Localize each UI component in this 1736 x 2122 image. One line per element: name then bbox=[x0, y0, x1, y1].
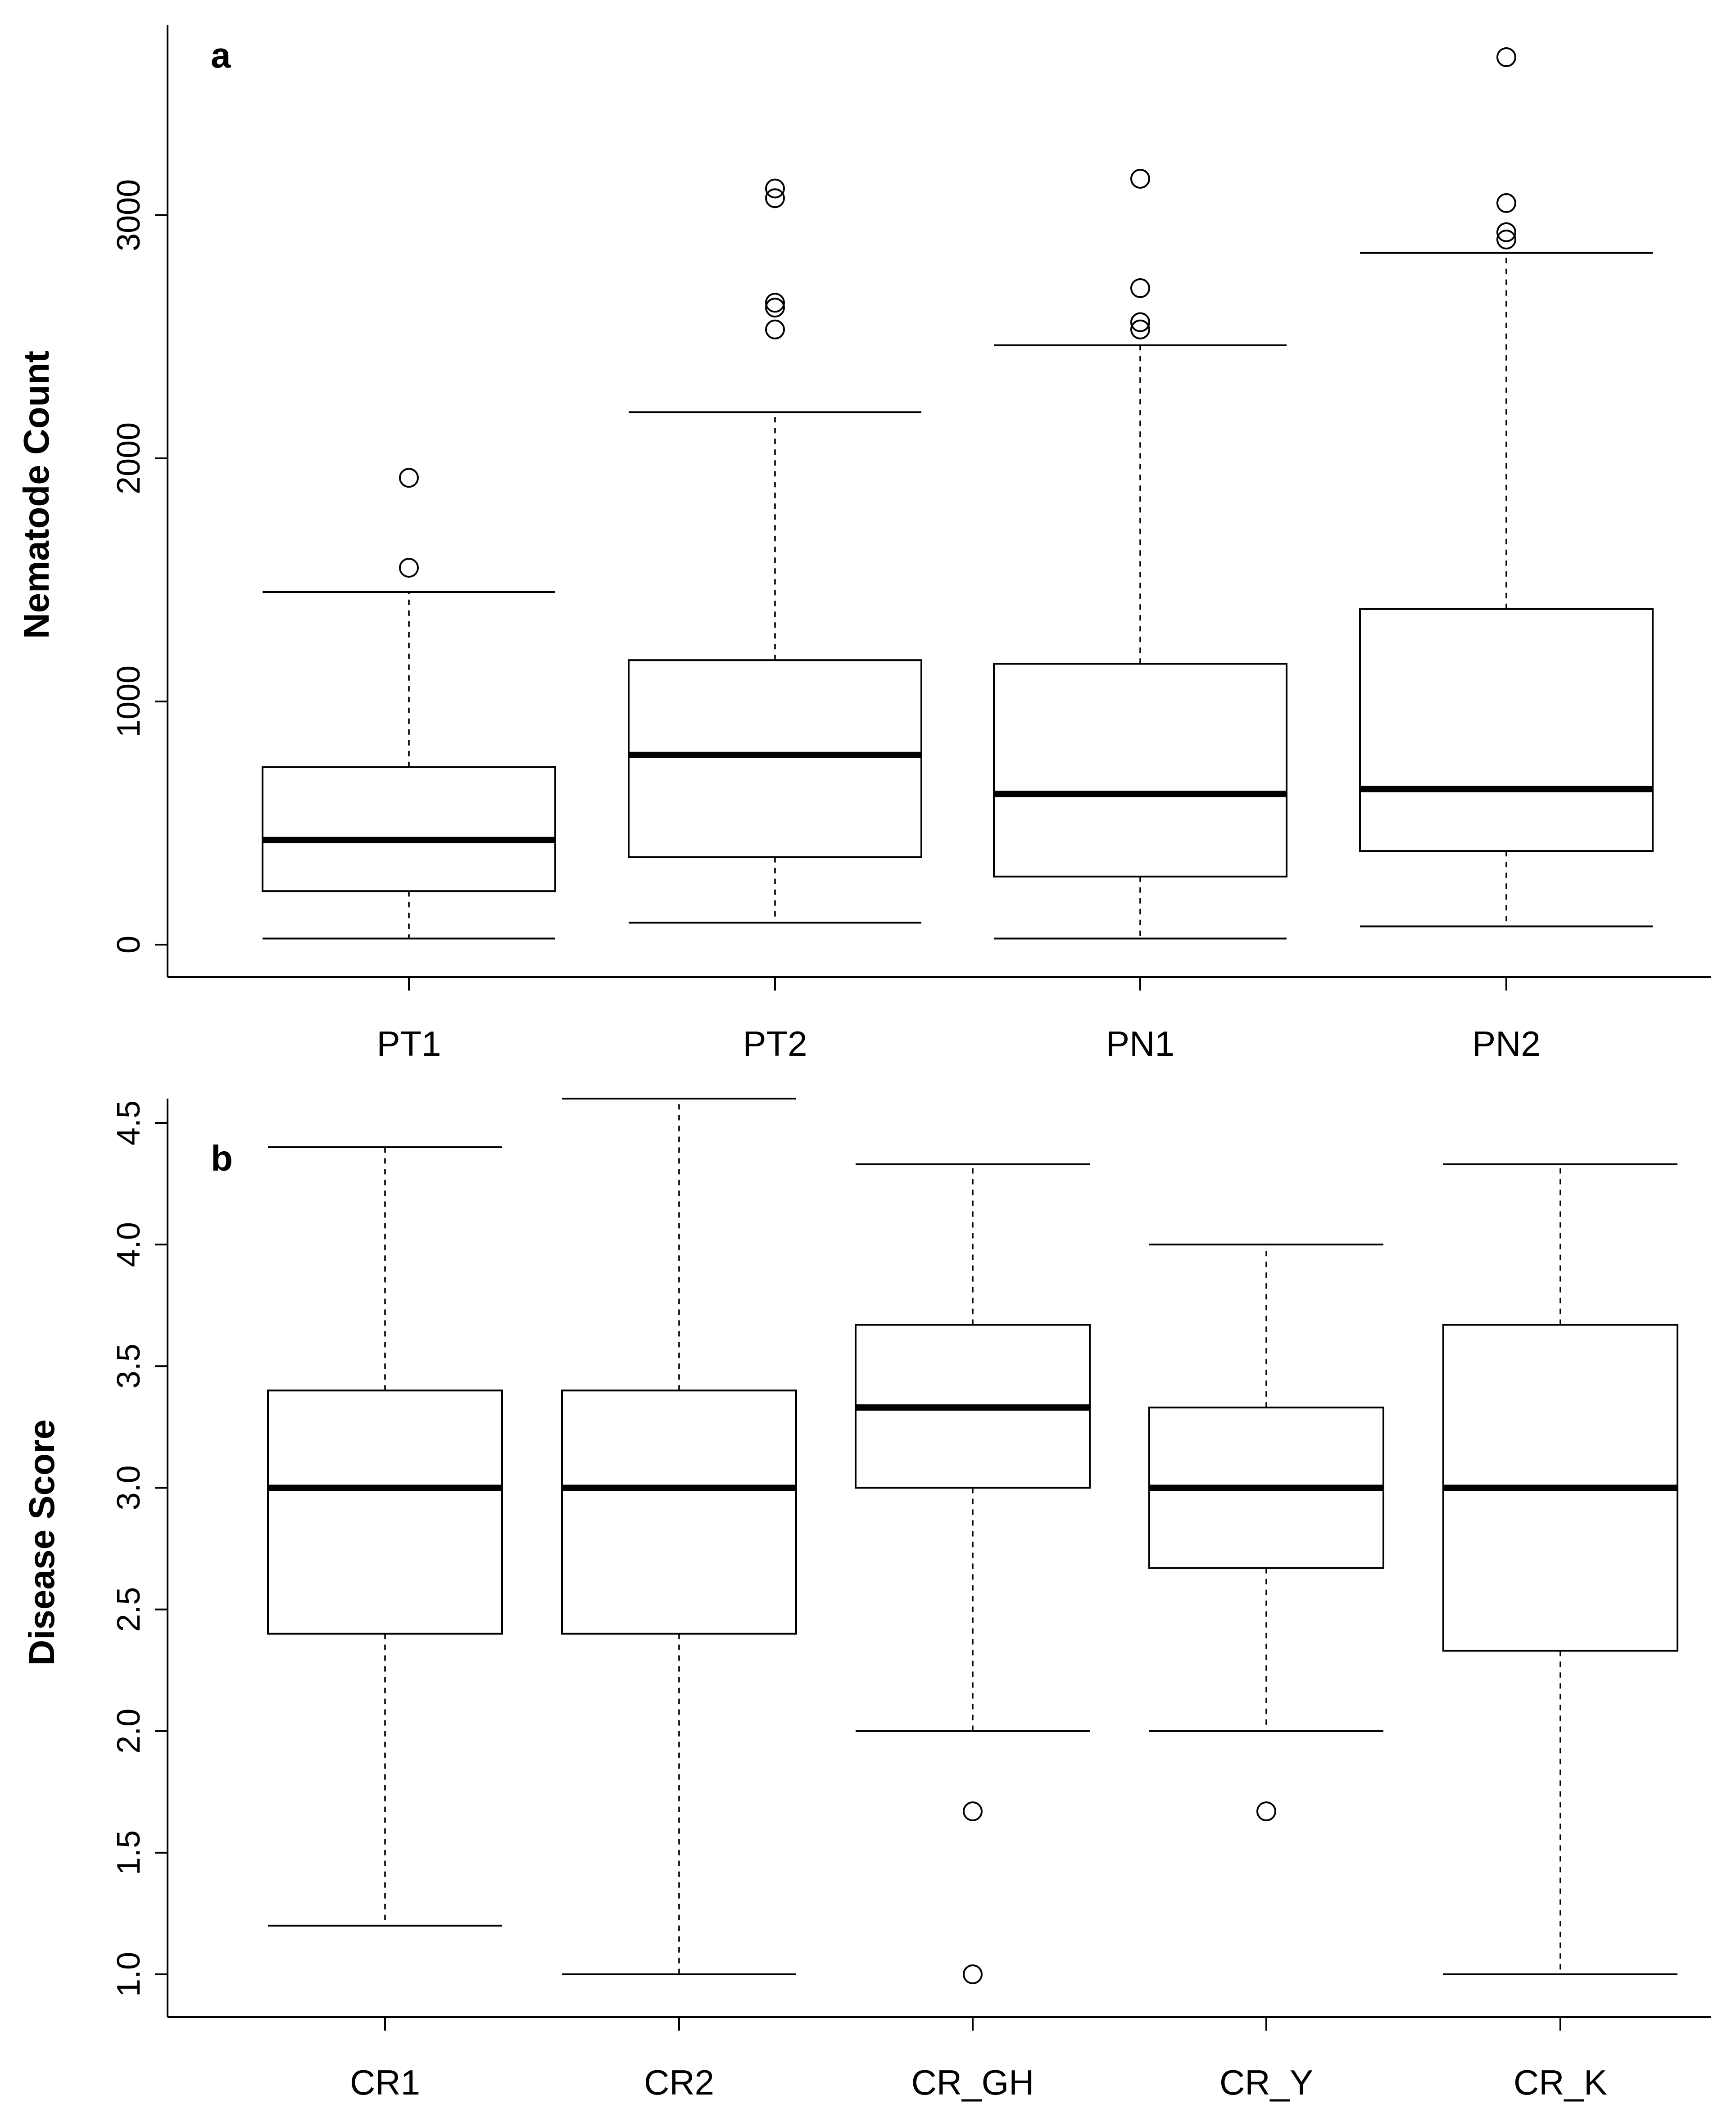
y-tick-label: 2.5 bbox=[111, 1587, 147, 1632]
x-category-label: PN1 bbox=[1106, 1024, 1174, 1063]
x-category-label: CR2 bbox=[644, 2063, 714, 2102]
x-category-label: CR_GH bbox=[911, 2063, 1034, 2102]
y-axis-title: Nematode Count bbox=[16, 351, 56, 639]
x-category-label: PT1 bbox=[376, 1024, 441, 1063]
box-pt2: PT2 bbox=[628, 178, 922, 1063]
y-tick-label: 0 bbox=[111, 936, 147, 954]
y-tick-label: 4.5 bbox=[111, 1100, 147, 1145]
x-category-label: CR_Y bbox=[1219, 2063, 1313, 2102]
outlier-point bbox=[1496, 47, 1516, 67]
iqr-box bbox=[628, 659, 922, 858]
y-axis-title: Disease Score bbox=[22, 1419, 62, 1665]
box-pt1: PT1 bbox=[262, 468, 556, 1063]
y-tick-label: 3000 bbox=[111, 179, 147, 251]
outlier-point bbox=[963, 1801, 983, 1822]
x-category-label: PT2 bbox=[743, 1024, 807, 1063]
y-tick-label: 1.5 bbox=[111, 1830, 147, 1875]
iqr-box bbox=[262, 766, 556, 892]
panel-b-disease-score: 1.0 1.5 2.0 2.5 3.0 3.5 4.0 4.5 Disease Score b CR… bbox=[22, 1098, 1711, 2102]
panel-a-nematode-count: 0 1000 2000 3000 Nematode Count a PT1 PT2 PN1 PN2 bbox=[16, 25, 1711, 1063]
outlier-point bbox=[963, 1964, 983, 1984]
box-cr2: CR2 bbox=[561, 1098, 797, 2102]
outlier-point bbox=[765, 298, 785, 318]
x-category-label: CR_K bbox=[1514, 2063, 1607, 2102]
y-tick-label: 1.0 bbox=[111, 1952, 147, 1997]
outlier-point bbox=[765, 293, 785, 313]
outlier-point bbox=[1496, 222, 1516, 242]
x-category-label: PN2 bbox=[1472, 1024, 1541, 1063]
outlier-point bbox=[1130, 169, 1150, 189]
outlier-point bbox=[1130, 319, 1150, 339]
iqr-box bbox=[1359, 608, 1654, 852]
y-tick-label: 3.0 bbox=[111, 1465, 147, 1510]
outlier-point bbox=[1130, 312, 1150, 332]
outlier-point bbox=[1256, 1801, 1276, 1822]
outlier-point bbox=[765, 178, 785, 199]
y-tick-label: 3.5 bbox=[111, 1344, 147, 1389]
box-cr-gh: CR_GH bbox=[855, 1163, 1091, 2102]
box-pn1: PN1 bbox=[993, 169, 1287, 1063]
y-tick-label: 4.0 bbox=[111, 1222, 147, 1267]
y-tick-label: 2.0 bbox=[111, 1709, 147, 1754]
outlier-point bbox=[399, 558, 419, 578]
outlier-point bbox=[1496, 193, 1516, 213]
outlier-point bbox=[1496, 230, 1516, 249]
outlier-point bbox=[399, 468, 419, 488]
x-category-label: CR1 bbox=[350, 2063, 420, 2102]
box-cr-y: CR_Y bbox=[1148, 1244, 1384, 2102]
box-pn2: PN2 bbox=[1359, 47, 1654, 1063]
outlier-point bbox=[765, 319, 785, 339]
iqr-box bbox=[267, 1389, 503, 1635]
box-cr-k: CR_K bbox=[1442, 1163, 1678, 2102]
outlier-point bbox=[1130, 278, 1150, 298]
box-cr1: CR1 bbox=[267, 1146, 503, 2102]
iqr-box bbox=[993, 663, 1287, 878]
y-tick-label: 1000 bbox=[111, 665, 147, 737]
panel-label: a bbox=[211, 35, 231, 75]
iqr-box bbox=[561, 1389, 797, 1635]
y-tick-label: 2000 bbox=[111, 422, 147, 494]
outlier-point bbox=[765, 188, 785, 208]
panel-label: b bbox=[211, 1138, 233, 1178]
